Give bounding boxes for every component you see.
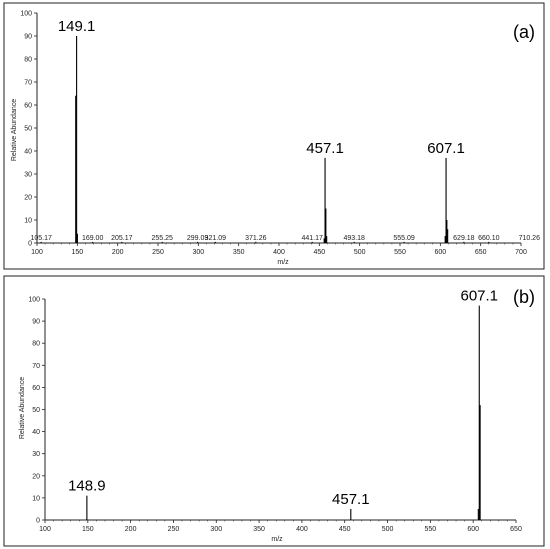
peak-major-label: 607.1 [460,288,498,305]
y-tick-label: 40 [24,149,32,156]
peak-mz-label: 629.18 [453,235,475,242]
peak-mz-label: 660.10 [478,235,500,242]
x-tick-label: 450 [339,526,351,533]
peak-mz-label: 205.17 [111,235,133,242]
panel-a-xlabel: m/z [277,259,289,266]
panel-a-plot-area: 0 10 20 30 40 50 60 70 80 90 100 100 150 200 250 300 350… [20,11,540,257]
x-tick-label: 450 [313,249,325,256]
x-tick-label: 300 [192,249,204,256]
y-tick-label: 10 [32,495,40,502]
x-tick-label: 700 [515,249,527,256]
peak-major-label: 607.1 [427,140,465,157]
y-tick-label: 80 [24,57,32,64]
y-tick-label: 50 [32,407,40,414]
y-tick-label: 0 [36,518,40,525]
x-tick-label: 600 [467,526,479,533]
peak-major-label: 148.9 [68,478,106,495]
peak-mz-label: 371.26 [245,235,267,242]
y-tick-label: 90 [32,319,40,326]
y-tick-label: 20 [32,473,40,480]
x-tick-label: 200 [112,249,124,256]
y-tick-label: 10 [24,218,32,225]
panel-a-frame [3,2,545,270]
y-tick-label: 30 [32,451,40,458]
x-tick-label: 600 [434,249,446,256]
peak-major-label: 457.1 [332,491,370,508]
peak-major-label: 457.1 [306,140,344,157]
x-tick-label: 250 [168,526,180,533]
x-tick-label: 550 [425,526,437,533]
panel-b-xlabel: m/z [271,536,283,543]
panel-b-ylabel: Relative Abundance [19,377,26,439]
y-tick-label: 30 [24,172,32,179]
y-tick-label: 60 [32,385,40,392]
x-tick-label: 300 [210,526,222,533]
x-tick-label: 650 [510,526,522,533]
peak-mz-label: 441.17 [301,235,323,242]
panel-a-ylabel: Relative Abundance [11,99,18,161]
peak-mz-label: 299.09 [187,235,209,242]
y-tick-label: 50 [24,126,32,133]
x-tick-label: 650 [475,249,487,256]
y-tick-label: 60 [24,103,32,110]
panel-b-plot-area: 0 10 20 30 40 50 60 70 80 90 100 100 150 200 250 300 350… [28,288,522,533]
peak-mz-label: 321.09 [205,235,227,242]
peak-mz-label: 105.17 [30,235,52,242]
peak-mz-label: 710.26 [519,235,541,242]
panel-b-tag: (b) [513,287,535,307]
x-tick-label: 500 [382,526,394,533]
peak-mz-label: 169.00 [82,235,104,242]
x-tick-label: 250 [152,249,164,256]
x-tick-label: 100 [31,249,43,256]
panel-a-tag: (a) [513,22,535,42]
x-tick-label: 150 [71,249,83,256]
y-tick-label: 0 [28,241,32,248]
x-tick-label: 150 [82,526,94,533]
x-tick-label: 350 [233,249,245,256]
x-tick-label: 400 [296,526,308,533]
y-tick-label: 40 [32,429,40,436]
x-tick-label: 550 [394,249,406,256]
x-tick-label: 100 [39,526,51,533]
peak-mz-label: 555.09 [393,235,415,242]
x-tick-label: 200 [125,526,137,533]
y-tick-label: 70 [24,80,32,87]
spectrum-panel-a: 0 10 20 30 40 50 60 70 80 90 100 100 150 200 250 300 350… [3,2,545,270]
y-tick-label: 20 [24,195,32,202]
x-tick-label: 350 [253,526,265,533]
x-tick-label: 400 [273,249,285,256]
y-tick-label: 80 [32,341,40,348]
panel-b-frame [3,275,545,547]
peak-mz-label: 255.25 [152,235,174,242]
peak-mz-label: 493.18 [343,235,365,242]
y-tick-label: 100 [20,11,32,18]
y-tick-label: 70 [32,363,40,370]
y-tick-label: 90 [24,34,32,41]
x-tick-label: 500 [354,249,366,256]
y-tick-label: 100 [28,297,40,304]
peak-major-label: 149.1 [58,18,96,35]
